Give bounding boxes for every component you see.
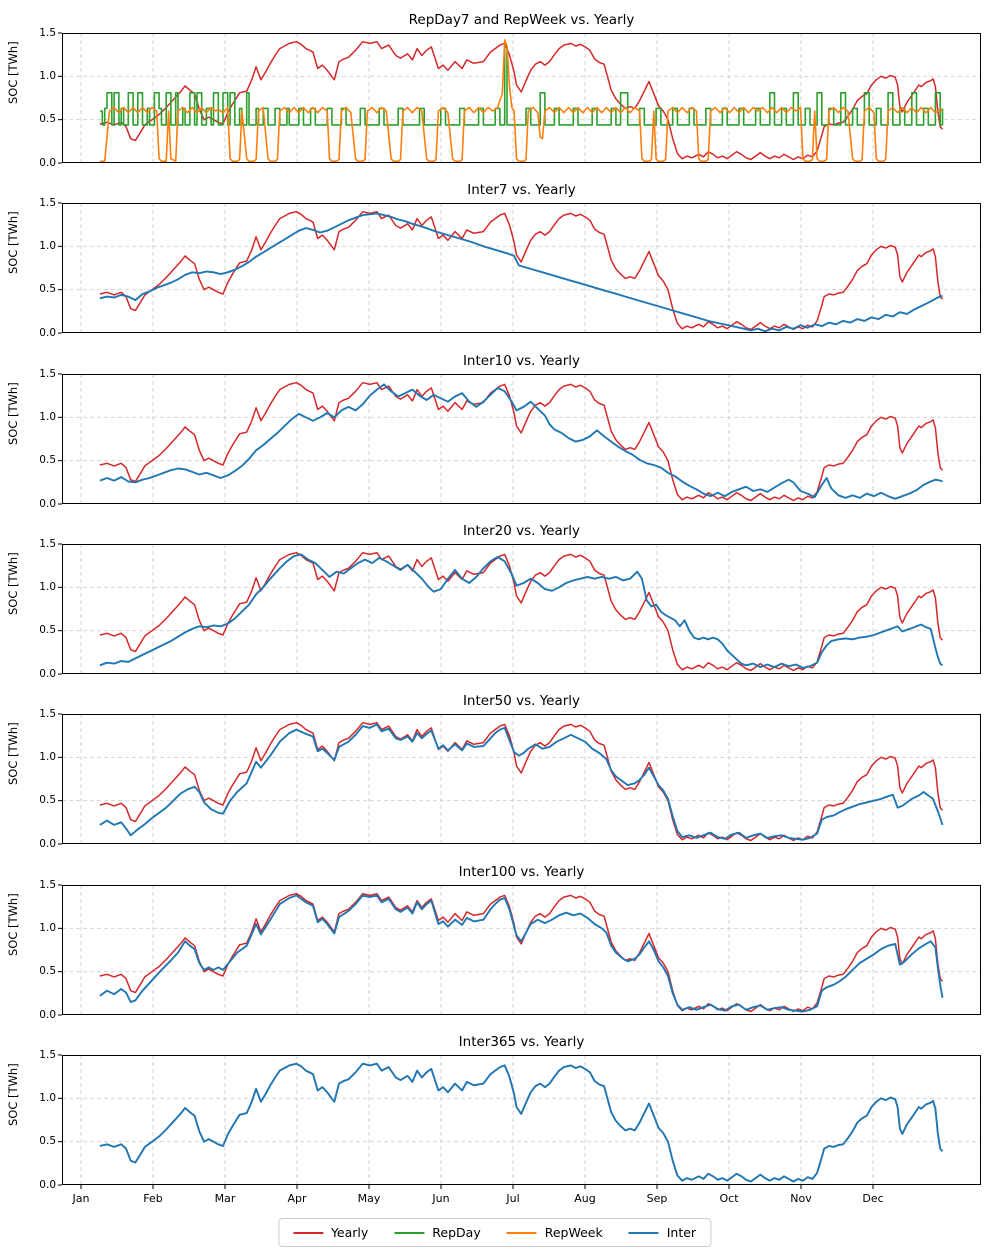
- y-tick-label: 1.0: [39, 580, 56, 593]
- y-axis-label-1: SOC [TWh]: [6, 211, 20, 274]
- y-tick-label: 0.5: [39, 454, 56, 467]
- x-tick-label-oct: Oct: [719, 1192, 739, 1205]
- y-tick-label: 0.0: [39, 837, 56, 850]
- series-line-yearly-1: [99, 210, 944, 331]
- x-tick-label-apr: Apr: [287, 1192, 307, 1205]
- plot-area-0: [58, 32, 981, 164]
- subplot-title-5: Inter100 vs. Yearly: [458, 864, 585, 880]
- legend-label-yearly: Yearly: [330, 1225, 369, 1240]
- y-tick-label: 0.5: [39, 794, 56, 807]
- legend-label-repday: RepDay: [432, 1225, 481, 1240]
- x-tick-label-jan: Jan: [72, 1192, 90, 1205]
- y-tick-label: 1.5: [39, 537, 56, 550]
- y-tick-label: 1.5: [39, 1048, 56, 1061]
- x-tick-label-sep: Sep: [646, 1192, 668, 1205]
- y-tick-label: 0.0: [39, 1178, 56, 1191]
- y-tick-label: 0.0: [39, 1008, 56, 1021]
- y-axis-label-0: SOC [TWh]: [6, 41, 20, 104]
- x-tick-label-mar: Mar: [214, 1192, 236, 1205]
- plot-area-5: [58, 884, 981, 1016]
- x-tick-label-jun: Jun: [432, 1192, 450, 1205]
- y-tick-label: 1.0: [39, 239, 56, 252]
- y-tick-label: 0.5: [39, 624, 56, 637]
- y-tick-label: 0.5: [39, 113, 56, 126]
- y-tick-label: 1.5: [39, 878, 56, 891]
- subplot-title-3: Inter20 vs. Yearly: [462, 523, 581, 539]
- y-tick-label: 1.0: [39, 921, 56, 934]
- legend-item-repday: RepDay: [394, 1225, 481, 1240]
- legend-label-repweek: RepWeek: [544, 1225, 603, 1240]
- legend-line-inter-icon: [628, 1231, 659, 1234]
- x-tick-label-aug: Aug: [574, 1192, 596, 1205]
- series-line-inter-4: [99, 723, 944, 841]
- y-tick-label: 1.0: [39, 69, 56, 82]
- subplot-title-1: Inter7 vs. Yearly: [467, 182, 576, 198]
- series-line-yearly-5: [99, 892, 944, 1013]
- y-tick-label: 0.0: [39, 156, 56, 169]
- series-line-yearly-3: [99, 551, 944, 672]
- series-line-inter-1: [99, 212, 943, 333]
- y-tick-label: 1.0: [39, 1091, 56, 1104]
- legend: Yearly RepDay RepWeek Inter: [277, 1218, 712, 1247]
- plot-area-1: [58, 202, 981, 334]
- legend-item-yearly: Yearly: [292, 1225, 369, 1240]
- series-line-repweek-0: [99, 39, 943, 163]
- y-tick-label: 0.0: [39, 667, 56, 680]
- y-tick-label: 0.5: [39, 965, 56, 978]
- y-tick-label: 1.5: [39, 196, 56, 209]
- series-line-yearly-6: [99, 1062, 944, 1183]
- y-axis-label-5: SOC [TWh]: [6, 893, 20, 956]
- x-tick-label-jul: Jul: [506, 1192, 520, 1205]
- series-line-inter-3: [99, 553, 944, 669]
- legend-line-repweek-icon: [506, 1231, 537, 1234]
- y-tick-label: 1.5: [39, 26, 56, 39]
- x-tick-label-feb: Feb: [143, 1192, 163, 1205]
- x-tick-label-dec: Dec: [862, 1192, 884, 1205]
- legend-line-yearly-icon: [292, 1231, 323, 1234]
- plot-area-6: [58, 1054, 981, 1189]
- subplot-title-6: Inter365 vs. Yearly: [458, 1034, 585, 1050]
- series-line-inter-6: [99, 1062, 944, 1183]
- subplot-title-2: Inter10 vs. Yearly: [462, 353, 581, 369]
- subplot-title-0: RepDay7 and RepWeek vs. Yearly: [408, 12, 635, 28]
- series-line-inter-5: [99, 894, 944, 1013]
- y-tick-label: 1.0: [39, 410, 56, 423]
- series-line-yearly-4: [99, 721, 944, 842]
- y-tick-label: 0.0: [39, 497, 56, 510]
- x-tick-label-may: May: [357, 1192, 381, 1205]
- y-tick-label: 0.5: [39, 1135, 56, 1148]
- y-tick-label: 0.0: [39, 326, 56, 339]
- y-axis-label-6: SOC [TWh]: [6, 1063, 20, 1126]
- series-line-inter-2: [99, 383, 943, 500]
- plot-area-3: [58, 543, 981, 675]
- y-axis-label-4: SOC [TWh]: [6, 722, 20, 785]
- x-tick-label-nov: Nov: [790, 1192, 812, 1205]
- series-line-yearly-2: [99, 381, 944, 502]
- y-tick-label: 1.5: [39, 367, 56, 380]
- plot-area-4: [58, 713, 981, 845]
- subplot-title-4: Inter50 vs. Yearly: [462, 693, 581, 709]
- legend-label-inter: Inter: [666, 1225, 697, 1240]
- y-axis-label-3: SOC [TWh]: [6, 552, 20, 615]
- legend-item-inter: Inter: [628, 1225, 697, 1240]
- legend-line-repday-icon: [394, 1231, 425, 1234]
- y-tick-label: 0.5: [39, 283, 56, 296]
- y-tick-label: 1.0: [39, 750, 56, 763]
- series-line-repday-0: [99, 45, 944, 126]
- y-tick-label: 1.5: [39, 707, 56, 720]
- y-axis-label-2: SOC [TWh]: [6, 382, 20, 445]
- legend-item-repweek: RepWeek: [506, 1225, 603, 1240]
- plot-area-2: [58, 373, 981, 505]
